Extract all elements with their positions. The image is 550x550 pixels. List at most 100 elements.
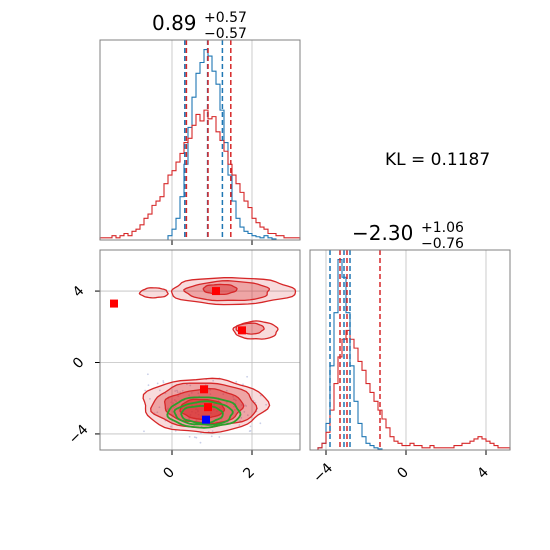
contour-sample-point (144, 389, 147, 392)
title-minus: −0.57 (204, 26, 247, 42)
contour-sample-point (177, 395, 180, 398)
contour-sample-point (200, 432, 202, 435)
contour-red-level-0 (232, 320, 279, 340)
contour-blue-marker (202, 415, 210, 424)
title-main: 0.89 (152, 11, 197, 35)
contour-layer (110, 277, 297, 434)
contour-tick-label-x: 2 (240, 464, 258, 482)
contour-sample-point (240, 404, 243, 406)
contour-sample-point (173, 399, 176, 401)
contour-sample-point (179, 391, 182, 394)
bottom-right-tick-label-x: 4 (474, 464, 492, 482)
contour-sample-point (181, 389, 184, 392)
contour-sample-point (174, 405, 177, 407)
contour-sample-point (246, 375, 249, 378)
contour-sample-point (156, 382, 159, 385)
contour-sample-point (193, 436, 196, 439)
contour-sample-point (238, 424, 241, 426)
contour-sample-point (189, 384, 192, 387)
contour-sample-point (172, 402, 175, 405)
top-left-hist-red (99, 109, 301, 240)
contour-sample-point (233, 405, 235, 408)
contour-sample-point (199, 441, 202, 444)
contour-sample-point (190, 391, 193, 394)
contour-sample-point (246, 414, 249, 417)
contour-sample-point (158, 406, 161, 409)
top-left-title: 0.89 +0.57 −0.57 (152, 10, 247, 42)
contour-sample-point (210, 435, 213, 438)
contour-tick-label-y: 4 (70, 283, 88, 301)
contour-sample-point (209, 393, 212, 396)
bottom-right-title: −2.30 +1.06 −0.76 (352, 220, 464, 252)
contour-sample-point (175, 400, 178, 403)
contour-sample-point (232, 395, 235, 398)
contour-sample-point (195, 436, 198, 439)
contour-sample-point (243, 410, 246, 413)
contour-sample-point (162, 381, 165, 384)
contour-sample-point (225, 389, 228, 392)
contour-sample-point (249, 425, 252, 428)
contour-tick-label-y: 0 (70, 354, 88, 372)
title-plus: +1.06 (421, 220, 464, 236)
contour-tick-label-x: 0 (160, 464, 178, 482)
panel-bottom-left-contour: 0 2 −4 0 4 (66, 249, 301, 482)
panel-frame (309, 249, 511, 451)
contour-red-marker (212, 287, 220, 296)
contour-sample-point (171, 410, 174, 413)
contour-sample-point (240, 416, 243, 419)
contour-sample-point (226, 421, 229, 424)
contour-green-level-0 (166, 396, 242, 429)
contour-sample-point (218, 436, 221, 438)
contour-tick-label-y: −4 (66, 422, 92, 448)
panel-frame (99, 249, 301, 451)
bottom-right-hist-red (310, 329, 511, 451)
contour-sample-point (212, 379, 215, 382)
top-left-hist-blue (100, 48, 300, 241)
contour-sample-point (235, 380, 238, 383)
contour-sample-point (143, 430, 145, 433)
contour-sample-point (176, 391, 179, 394)
contour-sample-point (197, 392, 200, 395)
kl-value: KL = 0.1187 (385, 150, 490, 170)
contour-sample-point (167, 407, 169, 410)
contour-sample-point (211, 430, 214, 433)
panel-frame (99, 39, 301, 241)
contour-sample-point (176, 389, 178, 392)
contour-sample-point (188, 394, 191, 397)
contour-sample-point (149, 397, 151, 400)
contour-sample-point (235, 399, 237, 402)
contour-sample-point (249, 430, 252, 432)
contour-sample-point (188, 435, 191, 438)
contour-sample-point (158, 389, 161, 392)
contour-sample-point (174, 430, 177, 432)
contour-sample-point (233, 409, 236, 411)
contour-sample-point (259, 422, 262, 425)
contour-sample-point (209, 389, 212, 391)
bottom-right-tick-label-x: −4 (310, 460, 336, 486)
title-plus: +0.57 (204, 10, 247, 26)
contour-sample-point (173, 406, 175, 409)
contour-green-level-1 (173, 400, 234, 426)
contour-sample-point (265, 403, 268, 406)
contour-sample-point (195, 419, 198, 422)
title-main: −2.30 (352, 221, 413, 245)
contour-sample-point (233, 398, 236, 401)
contour-red-level-1 (183, 280, 270, 302)
contour-sample-point (222, 393, 225, 396)
contour-red-marker (200, 385, 208, 394)
bottom-right-tick-label-x: 0 (394, 464, 412, 482)
panel-bottom-right-histogram: −4 0 4 (309, 249, 511, 486)
contour-sample-point (244, 404, 246, 407)
contour-sample-point (242, 383, 244, 386)
contour-sample-point (147, 384, 150, 387)
contour-red-marker (204, 403, 212, 412)
contour-sample-point (156, 411, 159, 414)
contour-sample-point (174, 390, 177, 392)
contour-sample-point (259, 394, 262, 397)
title-minus: −0.76 (421, 236, 464, 252)
contour-red-marker (238, 326, 246, 335)
contour-sample-point (162, 380, 165, 382)
contour-red-level-0 (138, 287, 169, 299)
contour-sample-point (146, 373, 149, 376)
